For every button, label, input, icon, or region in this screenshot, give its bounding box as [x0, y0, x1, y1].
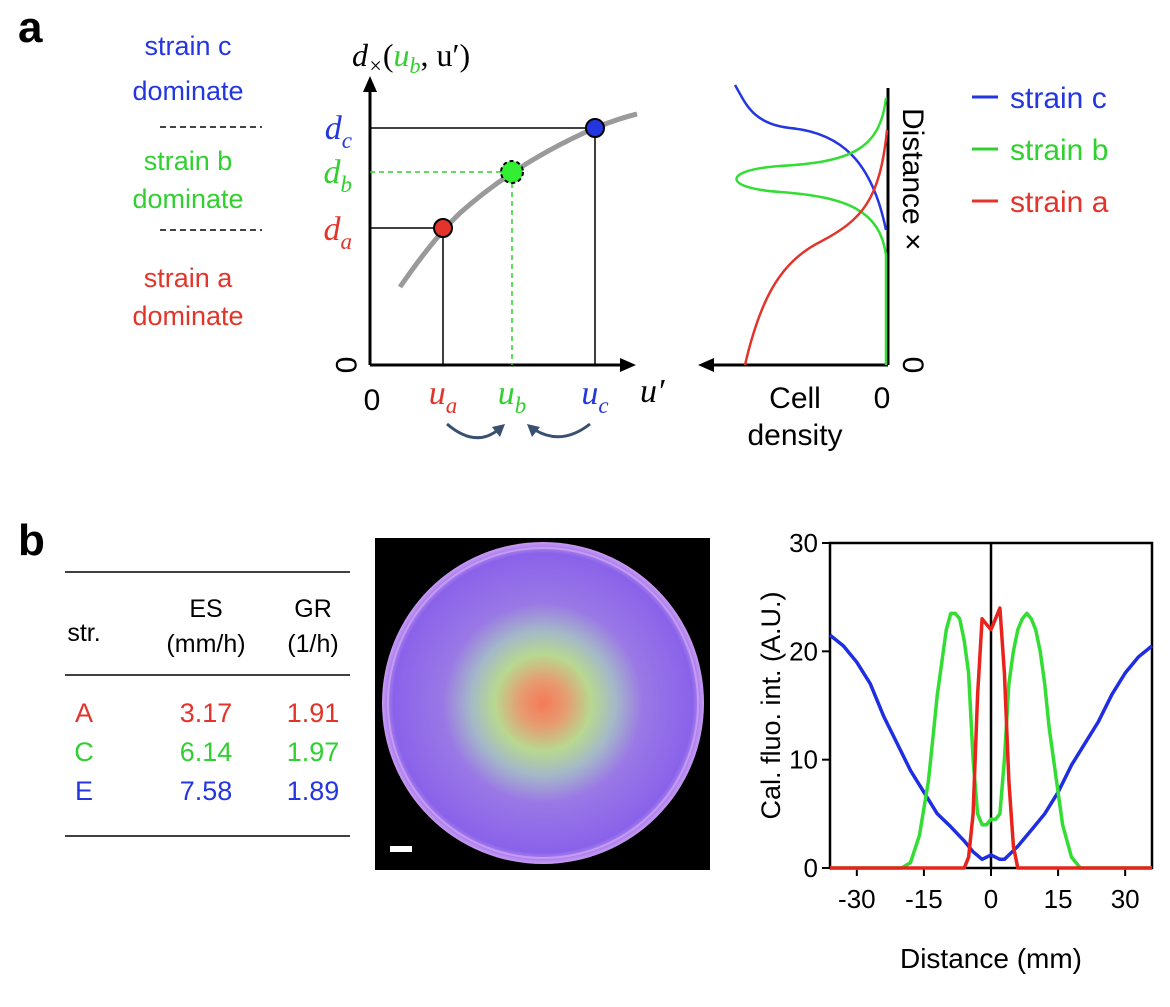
symbol-sub: b: [341, 172, 353, 197]
arrowhead: [698, 358, 714, 372]
x-axis-label: u′: [640, 373, 665, 410]
chart: 0 10 20 30 -30 -15 0 15 30 Distance (mm) Cal. fluo…: [756, 528, 1154, 974]
table-cell: 1.91: [287, 698, 340, 728]
symbol-main: u: [498, 375, 515, 412]
arrowhead: [620, 358, 636, 372]
table-cell: E: [75, 776, 93, 806]
table-cell: 6.14: [180, 737, 233, 767]
table-header: (mm/h): [166, 630, 245, 658]
panel-label: b: [18, 516, 45, 565]
arrowhead: [492, 424, 505, 437]
symbol-main: u: [429, 375, 446, 412]
table-cell: 3.17: [180, 698, 233, 728]
x-zero: 0: [364, 384, 381, 417]
symbol-main: d: [324, 211, 342, 248]
table-cell: 1.89: [287, 776, 340, 806]
region-label: strain b: [144, 146, 233, 176]
arrowhead: [363, 76, 377, 92]
series-line: [828, 633, 1154, 862]
density-x-zero: 0: [874, 382, 891, 415]
symbol-label: ua: [429, 375, 458, 418]
table-rules: [65, 571, 350, 837]
table-header: ES: [189, 595, 222, 623]
point: [500, 160, 524, 184]
series-line: [830, 606, 1152, 870]
symbol-sub: b: [515, 393, 527, 418]
x-tick-label: 30: [1111, 884, 1140, 914]
symbol-sub: c: [598, 393, 608, 418]
legend-label: strain c: [1010, 82, 1107, 115]
label-part: u: [394, 37, 410, 73]
table-cell: A: [75, 698, 93, 728]
label-part: d: [352, 37, 369, 73]
table-header: GR: [294, 595, 332, 623]
y-axis-title: Cal. fluo. int. (A.U.): [756, 591, 786, 819]
density-curve: [733, 84, 888, 231]
density-curve: [743, 129, 889, 366]
series-line: [830, 611, 1152, 870]
region-label: dominate: [132, 76, 243, 106]
density-curve: [735, 97, 888, 365]
arrow: [446, 422, 499, 440]
arrow: [534, 422, 591, 439]
x-tick-label: -15: [905, 884, 943, 914]
panel-label: a: [18, 3, 43, 52]
x-tick-label: 0: [984, 884, 998, 914]
x-tick-label: -30: [838, 884, 876, 914]
dish-rim: [387, 547, 699, 859]
symbol-sub: c: [342, 128, 352, 153]
table-header: str.: [67, 619, 100, 647]
region-label: dominate: [132, 301, 243, 331]
density-x-label: density: [747, 419, 842, 452]
symbol-label: uc: [581, 375, 608, 418]
x-axis-title: Distance (mm): [900, 943, 1082, 974]
region-label: strain c: [144, 31, 231, 61]
table-cell: 7.58: [180, 776, 233, 806]
symbol-sub: a: [341, 229, 353, 254]
region-label: strain a: [144, 263, 234, 293]
y-tick-label: 20: [789, 636, 818, 666]
symbol-main: u: [581, 375, 598, 412]
label-part: , u′): [421, 37, 471, 73]
scale-bar: [390, 846, 412, 852]
symbol-sub: a: [446, 393, 458, 418]
region-label: dominate: [132, 184, 243, 214]
arrowhead: [527, 424, 540, 437]
point: [585, 118, 605, 138]
symbol-main: d: [325, 110, 343, 147]
table-cell: 1.97: [287, 737, 340, 767]
symbol-label: da: [324, 211, 353, 254]
x-tick-label: 15: [1044, 884, 1073, 914]
label-part: (: [383, 37, 394, 73]
density-axis-label: Distance ×: [896, 108, 929, 251]
y-axis-label: d×(ub, u′): [352, 37, 470, 78]
schematic-shapes: [160, 76, 890, 440]
legend-label: strain b: [1010, 134, 1108, 167]
guide-line: [370, 171, 513, 365]
label-part: ×: [368, 53, 383, 78]
symbol-label: ub: [498, 375, 527, 418]
dish: [382, 542, 704, 864]
symbol-main: d: [324, 154, 342, 191]
y-zero: 0: [329, 357, 362, 374]
dish-photo: [375, 538, 710, 870]
table-header: (1/h): [287, 630, 338, 658]
symbol-label: dc: [325, 110, 352, 153]
y-tick-label: 10: [789, 745, 818, 775]
symbol-label: db: [324, 154, 353, 197]
point: [433, 218, 453, 238]
y-tick-label: 0: [804, 853, 818, 883]
density-x-label: Cell: [769, 382, 821, 415]
y-tick-label: 30: [789, 528, 818, 558]
legend-label: strain a: [1010, 186, 1109, 219]
label-part: b: [410, 53, 421, 78]
density-axis-zero: 0: [896, 357, 929, 374]
table-cell: C: [74, 737, 94, 767]
